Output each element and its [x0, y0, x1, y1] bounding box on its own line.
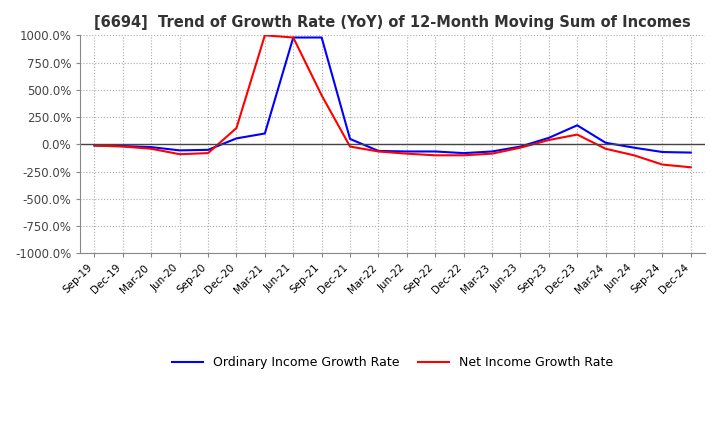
Net Income Growth Rate: [147, 146, 156, 151]
Legend: Ordinary Income Growth Rate, Net Income Growth Rate: Ordinary Income Growth Rate, Net Income …: [167, 351, 618, 374]
Line: Net Income Growth Rate: Net Income Growth Rate: [94, 35, 690, 167]
Net Income Growth Rate: [431, 153, 439, 158]
Net Income Growth Rate: [176, 151, 184, 157]
Net Income Growth Rate: [686, 165, 695, 170]
Ordinary Income Growth Rate: [516, 144, 525, 149]
Net Income Growth Rate: [601, 146, 610, 151]
Ordinary Income Growth Rate: [658, 150, 667, 155]
Ordinary Income Growth Rate: [402, 149, 411, 154]
Ordinary Income Growth Rate: [431, 149, 439, 154]
Net Income Growth Rate: [289, 35, 297, 40]
Net Income Growth Rate: [119, 144, 127, 149]
Net Income Growth Rate: [516, 145, 525, 150]
Net Income Growth Rate: [374, 149, 383, 154]
Net Income Growth Rate: [487, 151, 496, 156]
Net Income Growth Rate: [630, 153, 639, 158]
Ordinary Income Growth Rate: [90, 143, 99, 148]
Ordinary Income Growth Rate: [261, 131, 269, 136]
Net Income Growth Rate: [318, 93, 326, 98]
Net Income Growth Rate: [346, 144, 354, 149]
Ordinary Income Growth Rate: [289, 35, 297, 40]
Ordinary Income Growth Rate: [487, 149, 496, 154]
Net Income Growth Rate: [402, 151, 411, 156]
Ordinary Income Growth Rate: [204, 147, 212, 153]
Net Income Growth Rate: [232, 125, 240, 131]
Net Income Growth Rate: [459, 153, 468, 158]
Ordinary Income Growth Rate: [459, 150, 468, 156]
Ordinary Income Growth Rate: [318, 35, 326, 40]
Net Income Growth Rate: [544, 137, 553, 143]
Net Income Growth Rate: [261, 33, 269, 38]
Ordinary Income Growth Rate: [601, 140, 610, 145]
Line: Ordinary Income Growth Rate: Ordinary Income Growth Rate: [94, 37, 690, 153]
Ordinary Income Growth Rate: [119, 143, 127, 149]
Ordinary Income Growth Rate: [232, 136, 240, 141]
Ordinary Income Growth Rate: [573, 123, 582, 128]
Ordinary Income Growth Rate: [630, 145, 639, 150]
Ordinary Income Growth Rate: [374, 148, 383, 154]
Ordinary Income Growth Rate: [686, 150, 695, 155]
Ordinary Income Growth Rate: [147, 144, 156, 150]
Ordinary Income Growth Rate: [544, 135, 553, 140]
Net Income Growth Rate: [658, 162, 667, 167]
Title: [6694]  Trend of Growth Rate (YoY) of 12-Month Moving Sum of Incomes: [6694] Trend of Growth Rate (YoY) of 12-…: [94, 15, 691, 30]
Net Income Growth Rate: [204, 150, 212, 156]
Net Income Growth Rate: [90, 143, 99, 148]
Ordinary Income Growth Rate: [346, 136, 354, 142]
Net Income Growth Rate: [573, 132, 582, 137]
Ordinary Income Growth Rate: [176, 148, 184, 153]
